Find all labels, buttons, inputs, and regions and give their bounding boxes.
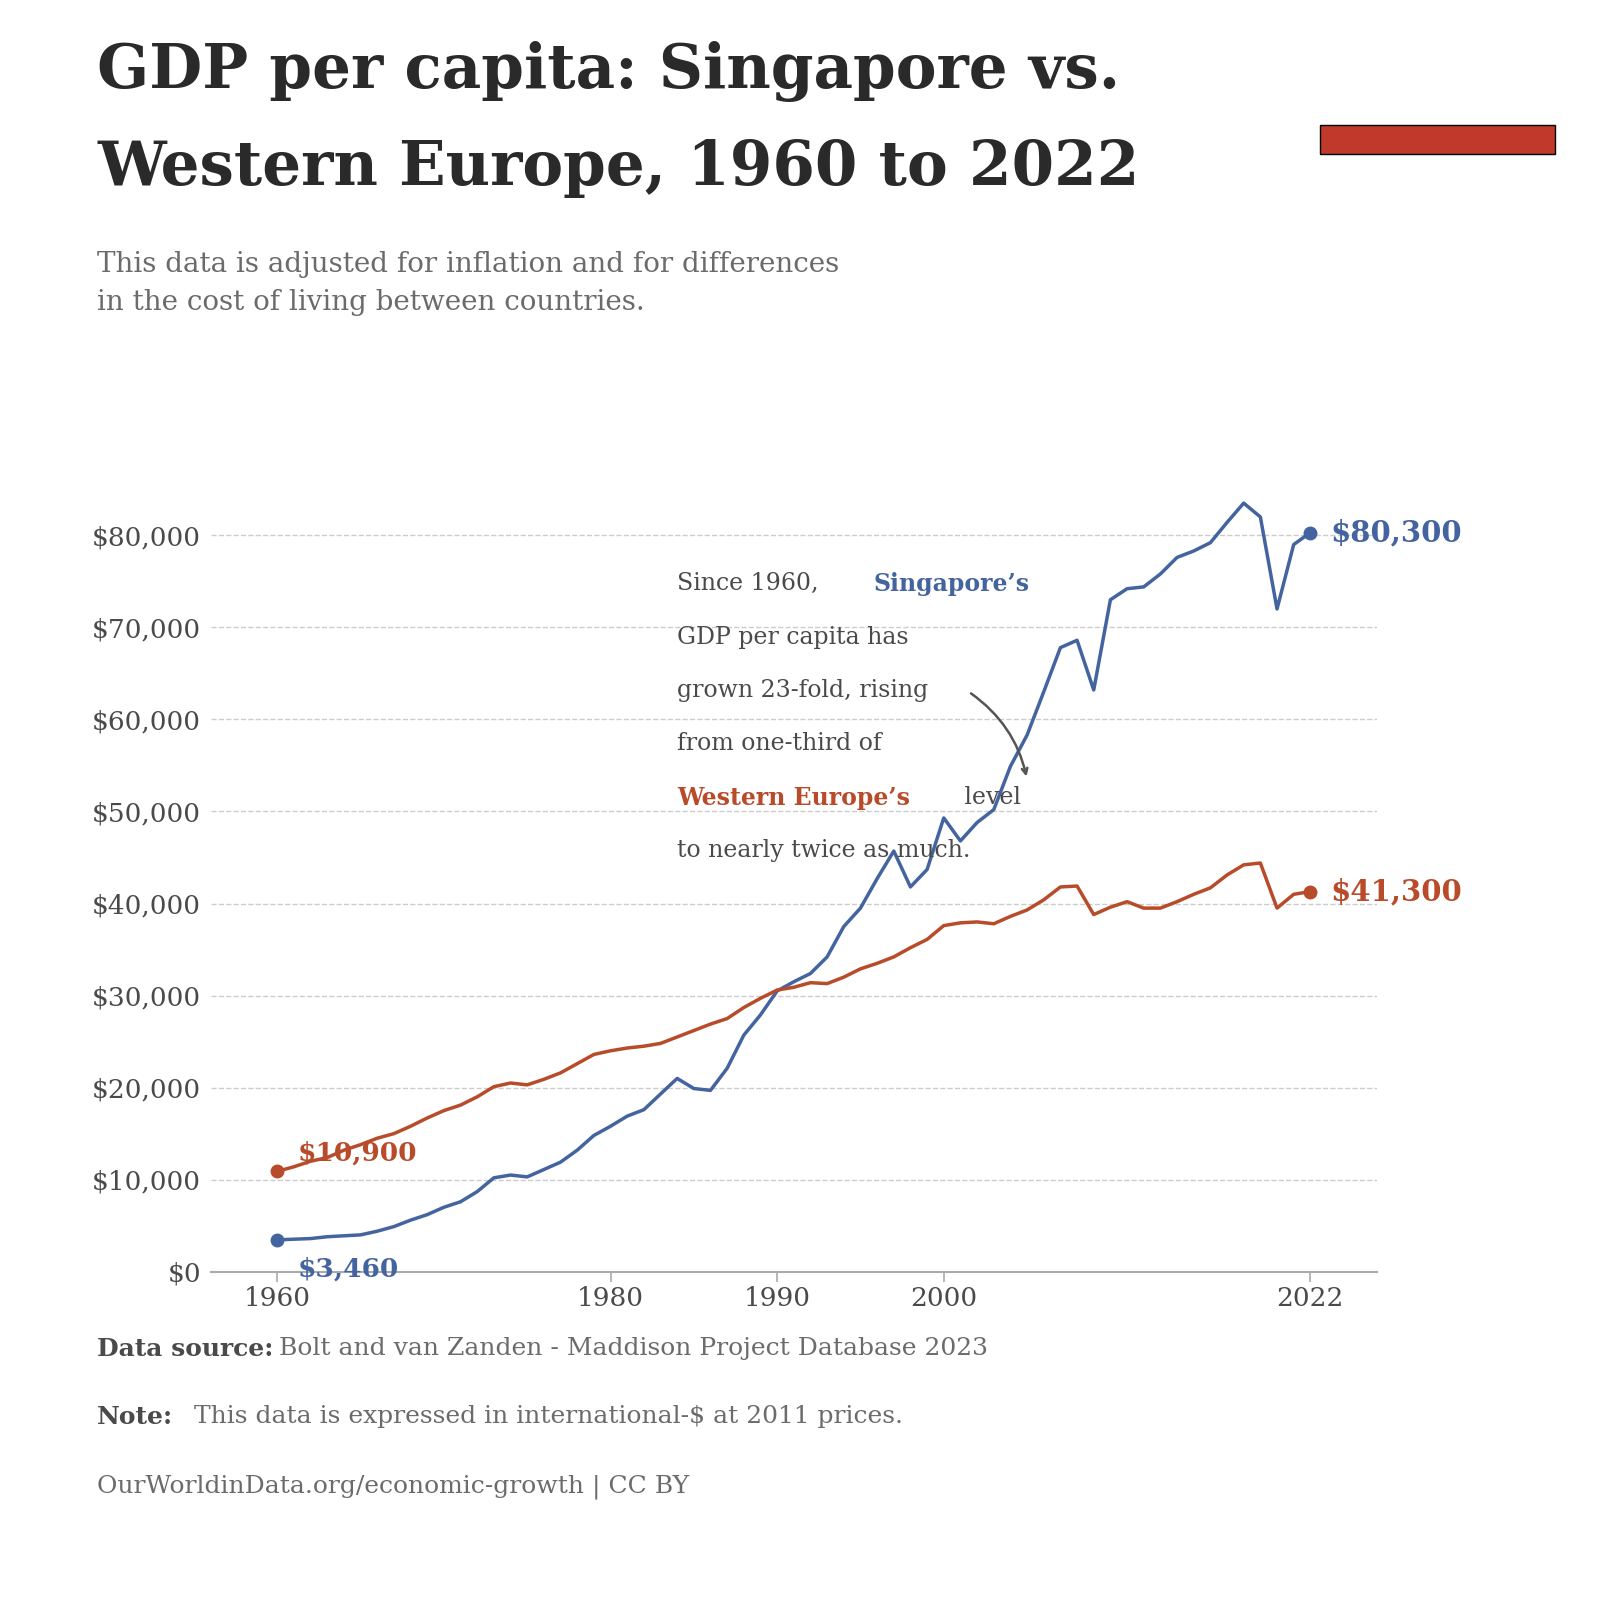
Text: $80,300: $80,300	[1330, 518, 1461, 548]
Text: Bolt and van Zanden - Maddison Project Database 2023: Bolt and van Zanden - Maddison Project D…	[271, 1336, 988, 1359]
Text: Our World: Our World	[1371, 47, 1505, 70]
Text: OurWorldinData.org/economic-growth | CC BY: OurWorldinData.org/economic-growth | CC …	[97, 1474, 690, 1498]
Text: $41,300: $41,300	[1330, 876, 1463, 906]
Text: GDP per capita: Singapore vs.: GDP per capita: Singapore vs.	[97, 40, 1121, 102]
Text: Note:: Note:	[97, 1405, 173, 1429]
Text: This data is expressed in international-$ at 2011 prices.: This data is expressed in international-…	[186, 1405, 904, 1427]
Text: to nearly twice as much.: to nearly twice as much.	[677, 839, 970, 862]
Text: $10,900: $10,900	[296, 1140, 416, 1166]
Text: grown 23-fold, rising: grown 23-fold, rising	[677, 679, 928, 701]
Text: This data is adjusted for inflation and for differences
in the cost of living be: This data is adjusted for inflation and …	[97, 251, 839, 316]
Text: Western Europe, 1960 to 2022: Western Europe, 1960 to 2022	[97, 138, 1139, 198]
Text: Since 1960,: Since 1960,	[677, 572, 826, 595]
Text: Western Europe’s: Western Europe’s	[677, 786, 910, 810]
Text: Data source:: Data source:	[97, 1336, 274, 1361]
FancyBboxPatch shape	[1320, 125, 1555, 154]
Text: GDP per capita has: GDP per capita has	[677, 625, 909, 648]
Text: from one-third of: from one-third of	[677, 732, 881, 755]
Text: in Data: in Data	[1390, 86, 1486, 110]
Text: level: level	[957, 786, 1021, 808]
Text: $3,460: $3,460	[296, 1257, 399, 1281]
Text: Singapore’s: Singapore’s	[873, 572, 1030, 596]
